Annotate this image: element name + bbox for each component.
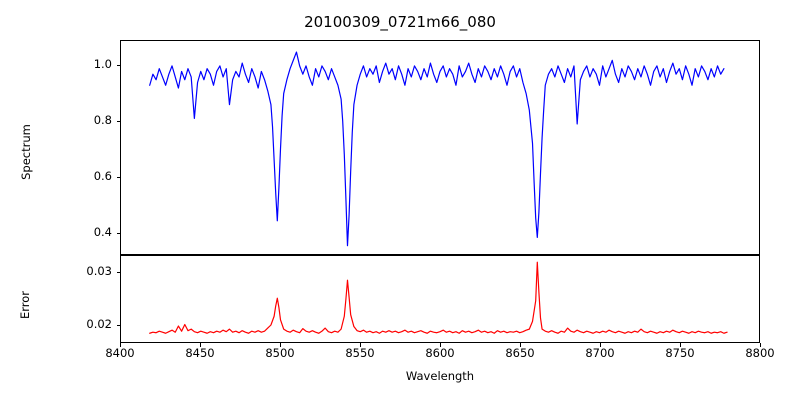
error-y-tick-mark-0.03 — [116, 271, 120, 273]
error-y-tick-label-0.03: 0.03 — [86, 263, 112, 278]
spectrum-y-tick-mark-1.0 — [116, 65, 120, 67]
x-tick-label-8600: 8600 — [425, 346, 455, 360]
x-tick-label-8400: 8400 — [105, 346, 135, 360]
x-tick-mark-8400 — [120, 343, 121, 347]
x-tick-label-8700: 8700 — [585, 346, 615, 360]
x-tick-mark-8550 — [360, 343, 361, 347]
spectrum-line-series — [121, 41, 759, 254]
spectrum-y-tick-mark-0.8 — [116, 120, 120, 122]
error-plot-panel — [120, 255, 760, 343]
y-axis-label-error: Error — [18, 290, 32, 320]
error-y-tick-mark-0.02 — [116, 324, 120, 326]
x-tick-label-8500: 8500 — [265, 346, 295, 360]
spectrum-y-tick-mark-0.4 — [116, 232, 120, 234]
spectrum-plot-panel — [120, 40, 760, 255]
spectrum-path — [150, 52, 724, 246]
x-tick-label-8650: 8650 — [505, 346, 535, 360]
spectrum-y-tick-label-0.8: 0.8 — [93, 112, 112, 127]
error-y-tick-label-0.02: 0.02 — [86, 316, 112, 331]
spectrum-y-tick-label-0.6: 0.6 — [93, 168, 112, 183]
x-tick-mark-8450 — [200, 343, 201, 347]
x-tick-label-8750: 8750 — [665, 346, 695, 360]
x-axis-label: Wavelength — [405, 369, 475, 383]
x-tick-mark-8800 — [760, 343, 761, 347]
x-tick-label-8800: 8800 — [745, 346, 775, 360]
y-axis-label-spectrum: Spectrum — [19, 124, 33, 180]
error-path — [150, 262, 727, 333]
x-tick-mark-8500 — [280, 343, 281, 347]
x-tick-mark-8750 — [680, 343, 681, 347]
figure-title: 20100309_0721m66_080 — [304, 13, 496, 31]
spectrum-y-tick-label-1.0: 1.0 — [93, 57, 112, 72]
x-tick-mark-8600 — [440, 343, 441, 347]
x-tick-mark-8650 — [520, 343, 521, 347]
x-tick-label-8450: 8450 — [185, 346, 215, 360]
spectrum-y-tick-mark-0.6 — [116, 176, 120, 178]
x-tick-label-8550: 8550 — [345, 346, 375, 360]
x-tick-mark-8700 — [600, 343, 601, 347]
spectrum-y-tick-label-0.4: 0.4 — [93, 224, 112, 239]
error-line-series — [121, 256, 759, 342]
